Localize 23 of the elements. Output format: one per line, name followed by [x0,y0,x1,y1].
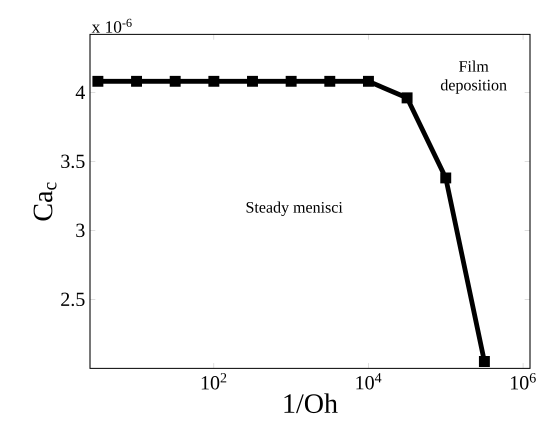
y-axis-title: Ca$_{c}$ [34,182,56,220]
annotation: Steady menisci [246,201,343,216]
x-tick-label: 10$^{2}$ [202,373,226,390]
point [440,172,452,184]
point [247,76,258,87]
point [362,76,374,87]
point [208,76,220,87]
x-axis-title: 1/Oh [284,393,338,414]
y-tick-label: 3.5 [61,154,85,168]
point [324,76,336,87]
x-tick-label: 10$^{6}$ [510,373,536,390]
x-tick-label: 10$^{4}$ [356,373,382,390]
y-tick-label: 2.5 [61,292,85,306]
annotation: Film deposition [440,60,507,94]
point [402,92,413,104]
y-tick-label: 3 [76,224,85,238]
point [170,76,181,87]
text: x 10$^{-6}$ [92,18,132,33]
point [286,76,297,87]
point [478,356,490,367]
point [92,76,104,87]
point [131,76,142,87]
y-tick-label: 4 [76,86,85,99]
